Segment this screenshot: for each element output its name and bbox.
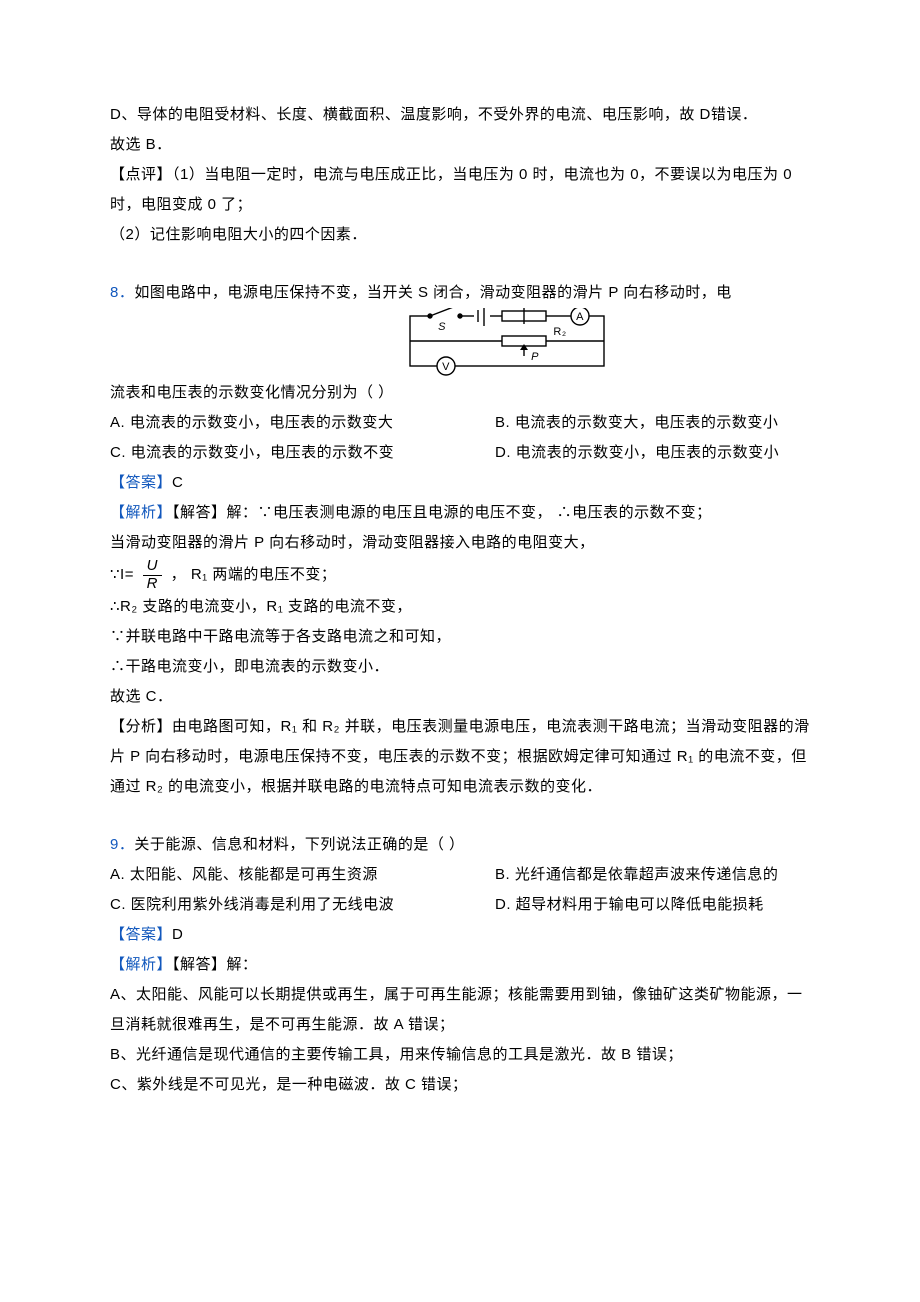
q8-line5: ∵并联电路中干路电流等于各支路电流之和可知， <box>110 622 810 652</box>
comment-text-1: （1）当电阻一定时，电流与电压成正比，当电压为 0 时，电流也为 0，不要误以为… <box>110 166 792 213</box>
q8-opt-c: C. 电流表的示数变小，电压表的示数不变 <box>110 438 495 468</box>
q8-line7: 故选 C． <box>110 682 810 712</box>
circuit-label-r2: R₂ <box>553 326 566 338</box>
q8-answer: 【答案】C <box>110 468 810 498</box>
spacer-2 <box>110 802 810 830</box>
circuit-label-p: P <box>531 351 539 363</box>
q8-opt-b: B. 电流表的示数变大，电压表的示数变小 <box>495 408 810 438</box>
q9-explanation-head: 【解析】【解答】解： <box>110 950 810 980</box>
q9-stem: 9．关于能源、信息和材料，下列说法正确的是（ ） <box>110 830 810 860</box>
q9-opt-b: B. 光纤通信都是依靠超声波来传递信息的 <box>495 860 810 890</box>
spacer <box>110 250 810 278</box>
q8-stem-head: 8．如图电路中，电源电压保持不变，当开关 S 闭合，滑动变阻器的滑片 P 向右移… <box>110 278 810 308</box>
explanation-label: 【解析】 <box>110 504 172 521</box>
q8-answer-value: C <box>172 474 183 491</box>
q9-line-a: A、太阳能、风能可以长期提供或再生，属于可再生能源；核能需要用到铀，像铀矿这类矿… <box>110 980 810 1040</box>
q9-stem-text: 关于能源、信息和材料，下列说法正确的是（ ） <box>134 836 464 853</box>
q8-line4: ∴R₂ 支路的电流变小，R₁ 支路的电流不变， <box>110 592 810 622</box>
q9-line-b: B、光纤通信是现代通信的主要传输工具，用来传输信息的工具是激光．故 B 错误； <box>110 1040 810 1070</box>
analysis-label: 【分析】 <box>110 718 172 735</box>
q8-expl-sub: 【解答】解：∵电压表测电源的电压且电源的电压不变， ∴电压表的示数不变； <box>172 504 712 521</box>
fraction-den: R <box>143 576 162 593</box>
q8-stem-head-text: 如图电路中，电源电压保持不变，当开关 S 闭合，滑动变阻器的滑片 P 向右移动时… <box>134 284 731 301</box>
prev-comment: 【点评】（1）当电阻一定时，电流与电压成正比，当电压为 0 时，电流也为 0，不… <box>110 160 810 220</box>
explanation-label-2: 【解析】 <box>110 956 172 973</box>
prev-option-d: D、导体的电阻受材料、长度、横截面积、温度影响，不受外界的电流、电压影响，故 D… <box>110 100 810 130</box>
answer-label-2: 【答案】 <box>110 926 172 943</box>
q8-analysis-text: 由电路图可知，R₁ 和 R₂ 并联，电压表测量电源电压，电流表测干路电流；当滑动… <box>110 718 810 795</box>
q9-line-c: C、紫外线是不可见光，是一种电磁波．故 C 错误； <box>110 1070 810 1100</box>
q8-opt-a: A. 电流表的示数变小，电压表的示数变大 <box>110 408 495 438</box>
answer-label: 【答案】 <box>110 474 172 491</box>
comment-label: 【点评】 <box>110 166 172 183</box>
document-page: D、导体的电阻受材料、长度、横截面积、温度影响，不受外界的电流、电压影响，故 D… <box>0 0 920 1302</box>
circuit-label-a: A <box>576 311 584 323</box>
q8-line2: 当滑动变阻器的滑片 P 向右移动时，滑动变阻器接入电路的电阻变大， <box>110 528 810 558</box>
q9-opt-c: C. 医院利用紫外线消毒是利用了无线电波 <box>110 890 495 920</box>
q9-answer-value: D <box>172 926 183 943</box>
q9-options-row2: C. 医院利用紫外线消毒是利用了无线电波 D. 超导材料用于输电可以降低电能损耗 <box>110 890 810 920</box>
q8-fraction-line: ∵I= U R ， R₁ 两端的电压不变； <box>110 558 810 592</box>
circuit-label-s: S <box>438 321 446 333</box>
q9-answer: 【答案】D <box>110 920 810 950</box>
q9-number: 9． <box>110 836 134 853</box>
q8-stem-tail: 流表和电压表的示数变化情况分别为（ ） <box>110 378 394 408</box>
frac-suffix: ， R₁ 两端的电压不变； <box>171 566 337 583</box>
q8-options-row1: A. 电流表的示数变小，电压表的示数变大 B. 电流表的示数变大，电压表的示数变… <box>110 408 810 438</box>
q9-options-row1: A. 太阳能、风能、核能都是可再生资源 B. 光纤通信都是依靠超声波来传递信息的 <box>110 860 810 890</box>
q8-explanation-1: 【解析】【解答】解：∵电压表测电源的电压且电源的电压不变， ∴电压表的示数不变； <box>110 498 810 528</box>
q8-analysis: 【分析】由电路图可知，R₁ 和 R₂ 并联，电压表测量电源电压，电流表测干路电流… <box>110 712 810 802</box>
q8-options-row2: C. 电流表的示数变小，电压表的示数不变 D. 电流表的示数变小，电压表的示数变… <box>110 438 810 468</box>
prev-comment-2: （2）记住影响电阻大小的四个因素． <box>110 220 810 250</box>
q9-opt-d: D. 超导材料用于输电可以降低电能损耗 <box>495 890 810 920</box>
q8-stem-tail-row: 流表和电压表的示数变化情况分别为（ ） <box>110 308 810 408</box>
q8-number: 8． <box>110 284 134 301</box>
q9-expl-sub: 【解答】解： <box>172 956 258 973</box>
frac-prefix: ∵I= <box>110 566 134 583</box>
circuit-diagram: S R₁ R₂ P A V <box>402 308 612 408</box>
fraction: U R <box>143 558 162 592</box>
prev-therefore: 故选 B． <box>110 130 810 160</box>
fraction-num: U <box>143 558 162 576</box>
q8-opt-d: D. 电流表的示数变小，电压表的示数变小 <box>495 438 810 468</box>
q9-opt-a: A. 太阳能、风能、核能都是可再生资源 <box>110 860 495 890</box>
q8-line6: ∴干路电流变小，即电流表的示数变小． <box>110 652 810 682</box>
circuit-label-v: V <box>442 361 450 373</box>
